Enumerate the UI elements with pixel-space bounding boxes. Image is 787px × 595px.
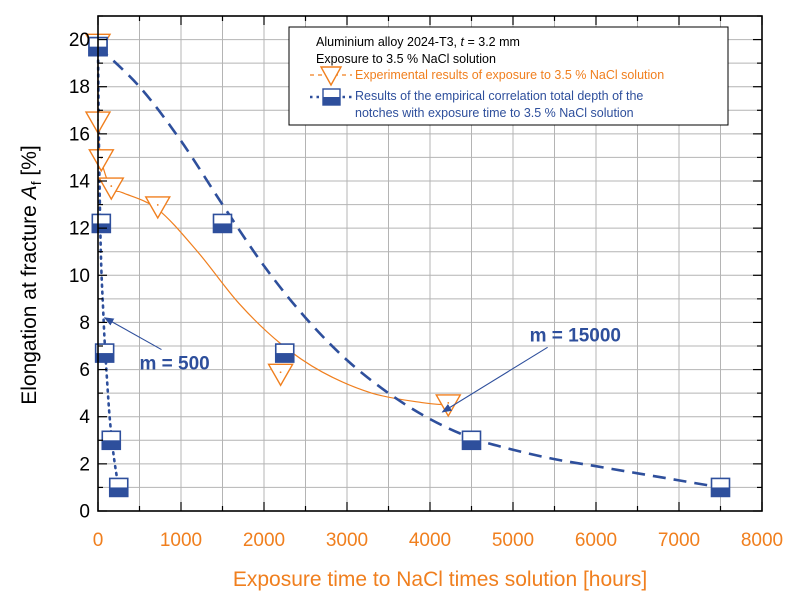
triangle-marker (88, 149, 115, 173)
square-marker-fill (462, 440, 481, 450)
y-tick-label: 20 (69, 30, 90, 51)
y-tick-label: 0 (79, 502, 90, 523)
y-axis-label-subscript: f (28, 181, 44, 185)
y-axis-label-main: Elongation at fracture (18, 199, 41, 404)
y-axis-label-symbol: A (18, 185, 41, 201)
series-3-point (710, 477, 731, 498)
series-1-point (88, 149, 115, 173)
triangle-marker-dot (156, 204, 159, 206)
legend-title-1: Aluminium alloy 2024-T3, t = 3.2 mm (316, 35, 520, 49)
annotation-label-1: m = 500 (140, 354, 210, 375)
series-3-point (274, 343, 295, 363)
triangle-marker (98, 177, 125, 201)
triangle-marker (267, 363, 294, 387)
series-3-point (212, 213, 233, 234)
annotation-label-2: m = 15000 (530, 325, 621, 346)
y-tick-label: 6 (79, 360, 90, 381)
series-1-point (144, 196, 171, 220)
legend-empirical-label-line2: notches with exposure time to 3.5 % NaCl… (355, 106, 634, 120)
legend-experimental-marker (319, 66, 343, 87)
square-marker-fill (275, 353, 294, 363)
series-1-point (98, 177, 125, 201)
series-2-point (101, 430, 122, 451)
annotations: m = 500 m = 15000 (103, 317, 621, 413)
x-tick-label: 6000 (575, 530, 617, 551)
legend: Aluminium alloy 2024-T3, t = 3.2 mm Expo… (288, 26, 729, 126)
legend-experimental-label: Experimental results of exposure to 3.5 … (355, 68, 664, 82)
legend-title-2: Exposure to 3.5 % NaCl solution (316, 52, 496, 66)
x-tick-label: 5000 (492, 530, 534, 551)
x-tick-label: 3000 (326, 530, 368, 551)
series-2-point (94, 343, 115, 363)
square-marker-fill (213, 223, 232, 233)
y-tick-label: 18 (69, 77, 90, 98)
y-axis-label-unit: [%] (18, 145, 41, 181)
series-2-point (108, 477, 129, 498)
series-1-point (435, 394, 462, 418)
annotation-arrow-2 (441, 346, 548, 413)
square-marker-fill (102, 440, 121, 450)
series-3-curve (97, 45, 721, 489)
legend-empirical-label-line1: Results of the empirical correlation tot… (355, 89, 643, 103)
y-tick-label: 12 (69, 219, 90, 240)
triangle-marker (435, 394, 462, 418)
legend-empirical-marker (322, 88, 341, 106)
y-tick-label: 2 (79, 454, 90, 475)
triangle-marker-dot (279, 371, 282, 374)
legend-box (288, 26, 729, 126)
series-1-point (267, 363, 294, 387)
y-tick-label: 10 (69, 266, 90, 287)
series-2-point (91, 213, 112, 234)
x-tick-label: 8000 (741, 530, 783, 551)
square-marker-fill (711, 487, 730, 497)
triangle-marker (144, 196, 171, 220)
y-axis-label: Elongation at fracture Af [%] (18, 145, 44, 405)
x-tick-label: 0 (93, 530, 104, 551)
triangle-marker-dot (447, 402, 450, 404)
x-axis-label: Exposure time to NaCl times solution [ho… (233, 568, 647, 591)
square-marker-fill (109, 487, 128, 497)
triangle-marker-dot (110, 185, 113, 187)
series-2-curve (96, 45, 121, 489)
y-tick-label: 8 (79, 313, 90, 334)
annotation-arrow-1 (103, 317, 162, 351)
y-tick-label: 16 (69, 124, 90, 145)
y-tick-label: 4 (79, 407, 90, 428)
x-tick-label: 7000 (658, 530, 700, 551)
y-tick-label: 14 (69, 172, 91, 193)
axis-ticks: 0 1000 2000 3000 4000 5000 6000 7000 8000 0 2 4 6 8 10… (69, 15, 783, 551)
square-marker-fill (95, 353, 114, 363)
x-tick-label: 2000 (243, 530, 285, 551)
x-tick-label: 4000 (409, 530, 451, 551)
series-3-point (461, 430, 482, 451)
x-tick-label: 1000 (160, 530, 202, 551)
